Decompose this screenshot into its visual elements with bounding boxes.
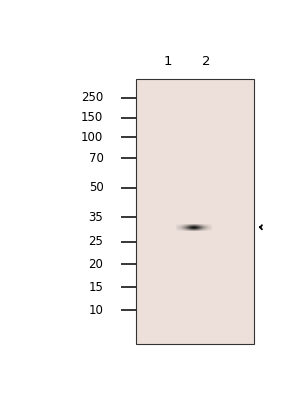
Text: 100: 100 bbox=[81, 131, 103, 144]
Text: 35: 35 bbox=[89, 211, 103, 224]
Text: 1: 1 bbox=[164, 55, 173, 68]
Text: 50: 50 bbox=[89, 181, 103, 194]
Text: 2: 2 bbox=[202, 55, 211, 68]
Text: 150: 150 bbox=[81, 111, 103, 124]
Text: 15: 15 bbox=[89, 280, 103, 294]
Text: 25: 25 bbox=[89, 235, 103, 248]
Text: 250: 250 bbox=[81, 91, 103, 104]
Bar bbox=[136, 79, 254, 344]
Text: 10: 10 bbox=[89, 304, 103, 317]
Text: 70: 70 bbox=[89, 152, 103, 165]
Text: 20: 20 bbox=[89, 258, 103, 271]
